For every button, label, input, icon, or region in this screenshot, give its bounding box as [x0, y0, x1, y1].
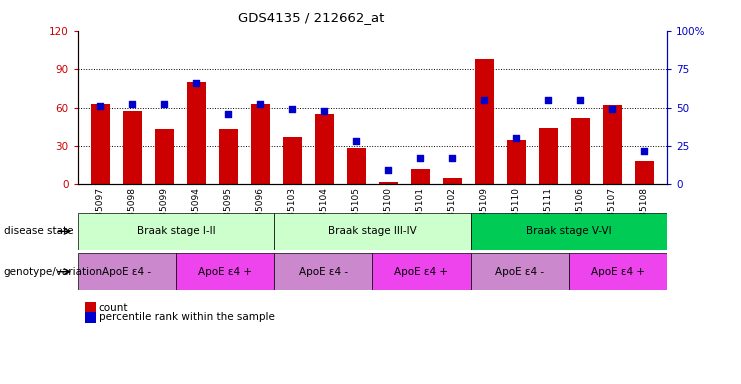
Text: Braak stage III-IV: Braak stage III-IV: [328, 226, 416, 237]
Text: ApoE ε4 -: ApoE ε4 -: [495, 266, 544, 277]
Bar: [122, 111, 142, 184]
Bar: [274, 213, 471, 250]
Text: Braak stage I-II: Braak stage I-II: [136, 226, 216, 237]
Bar: [539, 128, 558, 184]
Point: [190, 80, 202, 86]
Point: [542, 97, 554, 103]
Bar: [571, 118, 590, 184]
Text: ApoE ε4 +: ApoE ε4 +: [394, 266, 448, 277]
Bar: [274, 253, 373, 290]
Text: ApoE ε4 +: ApoE ε4 +: [198, 266, 252, 277]
Text: ApoE ε4 -: ApoE ε4 -: [102, 266, 151, 277]
Bar: [90, 104, 110, 184]
Point: [479, 97, 491, 103]
Point: [414, 155, 426, 161]
Point: [447, 155, 459, 161]
Bar: [78, 253, 176, 290]
Point: [319, 108, 330, 114]
Bar: [379, 182, 398, 184]
Text: percentile rank within the sample: percentile rank within the sample: [99, 312, 274, 322]
Bar: [219, 129, 238, 184]
Text: ApoE ε4 +: ApoE ε4 +: [591, 266, 645, 277]
Bar: [315, 114, 334, 184]
Text: Braak stage V-VI: Braak stage V-VI: [526, 226, 611, 237]
Point: [222, 111, 234, 117]
Point: [126, 101, 138, 108]
Bar: [569, 253, 667, 290]
Point: [350, 138, 362, 144]
Bar: [250, 104, 270, 184]
Text: count: count: [99, 303, 128, 313]
Bar: [347, 149, 366, 184]
Point: [607, 106, 619, 112]
Bar: [475, 59, 494, 184]
Text: genotype/variation: genotype/variation: [4, 266, 103, 277]
Bar: [78, 213, 274, 250]
Point: [574, 97, 586, 103]
Bar: [471, 253, 569, 290]
Text: GDS4135 / 212662_at: GDS4135 / 212662_at: [238, 12, 385, 25]
Point: [286, 106, 298, 112]
Bar: [187, 82, 206, 184]
Point: [639, 147, 651, 154]
Bar: [603, 105, 622, 184]
Text: disease state: disease state: [4, 226, 73, 237]
Bar: [411, 169, 430, 184]
Bar: [373, 253, 471, 290]
Bar: [283, 137, 302, 184]
Bar: [443, 178, 462, 184]
Point: [94, 103, 106, 109]
Bar: [471, 213, 667, 250]
Bar: [635, 161, 654, 184]
Bar: [155, 129, 174, 184]
Point: [159, 101, 170, 108]
Bar: [507, 139, 526, 184]
Bar: [176, 253, 274, 290]
Point: [511, 135, 522, 141]
Text: ApoE ε4 -: ApoE ε4 -: [299, 266, 348, 277]
Point: [254, 101, 266, 108]
Point: [382, 167, 394, 174]
